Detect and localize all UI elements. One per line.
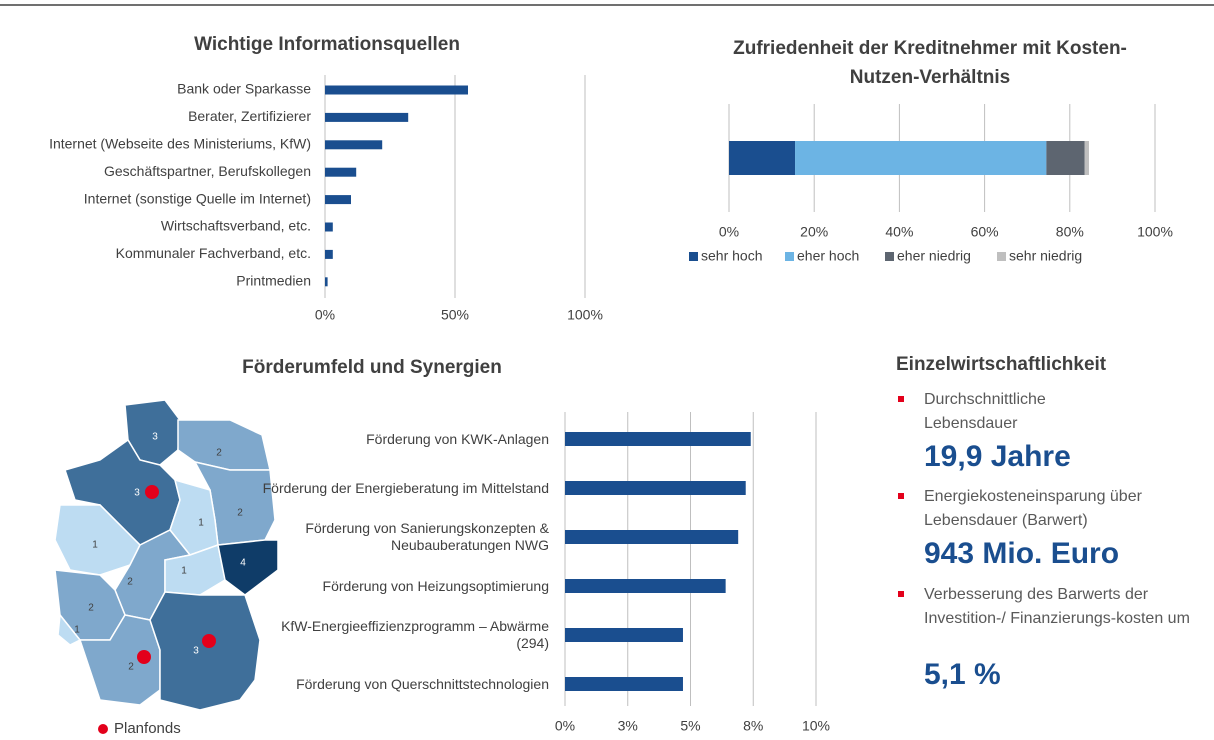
y-tick-label: Wirtschaftsverband, etc.	[161, 218, 311, 234]
bullet	[898, 493, 904, 499]
map-region	[177, 419, 271, 471]
bullet	[898, 591, 904, 597]
panel-text: Verbesserung des Barwerts der Investitio…	[924, 586, 1190, 627]
chart-title: Förderumfeld und Synergien	[242, 357, 502, 378]
y-tick-label: KfW-Energieeffizienzprogramm – Abwärme (…	[281, 618, 549, 651]
legend-dot	[98, 724, 108, 734]
panel-value: 5,1 %	[924, 658, 1001, 691]
bar	[325, 85, 468, 95]
region-label: 1	[198, 518, 204, 529]
region-label: 1	[92, 540, 98, 551]
region-label: 2	[216, 448, 222, 459]
x-tick-label: 80%	[1056, 224, 1084, 240]
planfonds-dot	[137, 650, 151, 664]
panel-title: Einzelwirtschaftlichkeit	[896, 354, 1107, 375]
panel-text: Durchschnittliche Lebensdauer	[924, 391, 1046, 432]
x-tick-label: 60%	[971, 224, 999, 240]
x-tick-label: 50%	[441, 307, 469, 323]
bar	[325, 167, 357, 177]
planfonds-dot	[202, 634, 216, 648]
legend-label: eher niedrig	[897, 248, 971, 264]
x-tick-label: 10%	[802, 718, 830, 734]
bar	[565, 677, 683, 691]
planfonds-dot	[145, 485, 159, 499]
x-tick-label: 100%	[1137, 224, 1173, 240]
chart-title: Wichtige Informationsquellen	[194, 34, 460, 55]
y-tick-label: Förderung von Heizungsoptimierung	[322, 577, 549, 594]
bar-segment	[1084, 141, 1089, 175]
region-label: 3	[134, 488, 140, 499]
legend-swatch	[785, 252, 794, 261]
bar-segment	[795, 141, 1047, 175]
x-tick-label: 40%	[885, 224, 913, 240]
bar	[325, 277, 328, 287]
legend-label: eher hoch	[797, 248, 859, 264]
map-region	[57, 613, 82, 646]
bar	[565, 481, 746, 495]
panel-value: 19,9 Jahre	[924, 440, 1071, 473]
y-tick-label: Printmedien	[236, 273, 311, 289]
region-label: 3	[193, 646, 199, 657]
y-tick-label: Förderung der Energieberatung im Mittels…	[262, 479, 549, 496]
region-label: 2	[88, 603, 94, 614]
legend-swatch	[885, 252, 894, 261]
y-tick-label: Berater, Zertifizierer	[188, 108, 311, 124]
y-tick-label: Internet (sonstige Quelle im Internet)	[84, 190, 311, 206]
bullet	[898, 396, 904, 402]
bar	[565, 530, 739, 544]
y-tick-label: Internet (Webseite des Ministeriums, KfW…	[49, 136, 311, 152]
panel-text: Energiekosteneinsparung über Lebensdauer…	[924, 488, 1142, 529]
region-label: 1	[74, 625, 80, 636]
map-region	[149, 591, 261, 711]
bar	[325, 222, 333, 232]
legend-swatch	[997, 252, 1006, 261]
bar	[325, 140, 383, 150]
legend-label: sehr hoch	[701, 248, 762, 264]
y-tick-label: Förderung von Sanierungskonzepten & Neub…	[305, 520, 549, 553]
y-tick-label: Geschäftspartner, Berufskollegen	[104, 163, 311, 179]
bar	[325, 249, 333, 259]
map-region	[217, 539, 279, 596]
bar	[325, 112, 409, 122]
bar	[565, 579, 726, 593]
x-tick-label: 20%	[800, 224, 828, 240]
x-tick-label: 3%	[618, 718, 638, 734]
bar	[565, 628, 683, 642]
legend-label: sehr niedrig	[1009, 248, 1082, 264]
x-tick-label: 8%	[743, 718, 763, 734]
chart-title: Zufriedenheit der Kreditnehmer mit Koste…	[733, 38, 1127, 88]
x-tick-label: 0%	[315, 307, 335, 323]
region-label: 3	[152, 432, 158, 443]
bar-segment	[1046, 141, 1085, 175]
region-label: 2	[128, 662, 134, 673]
bar-segment	[729, 141, 796, 175]
x-tick-label: 100%	[567, 307, 603, 323]
x-tick-label: 5%	[680, 718, 700, 734]
legend-swatch	[689, 252, 698, 261]
x-tick-label: 0%	[719, 224, 739, 240]
region-label: 2	[237, 508, 243, 519]
region-label: 2	[127, 577, 133, 588]
map-legend: Planfonds	[114, 720, 181, 737]
x-tick-label: 0%	[555, 718, 575, 734]
y-tick-label: Bank oder Sparkasse	[177, 81, 311, 97]
region-label: 4	[240, 558, 246, 569]
bar	[565, 432, 751, 446]
panel-value: 943 Mio. Euro	[924, 537, 1120, 570]
y-tick-label: Förderung von KWK-Anlagen	[366, 430, 549, 447]
y-tick-label: Förderung von Querschnittstechnologien	[296, 675, 549, 692]
bar	[325, 195, 351, 205]
y-tick-label: Kommunaler Fachverband, etc.	[116, 245, 311, 261]
region-label: 1	[181, 566, 187, 577]
